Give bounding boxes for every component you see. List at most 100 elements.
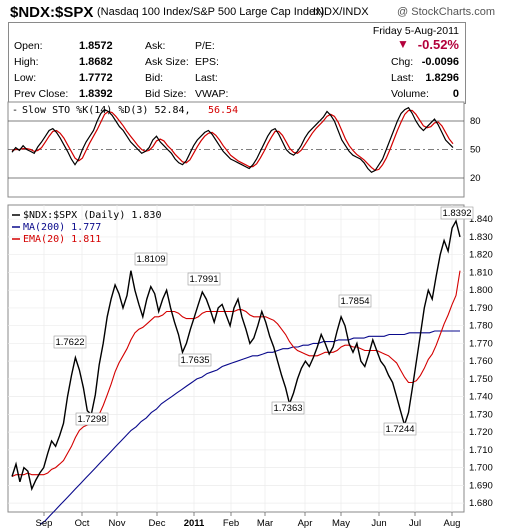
x-tick-label: Oct: [75, 518, 90, 529]
annotation-label: 1.7635: [180, 355, 209, 366]
legend-entry: MA(200) 1.777: [23, 222, 101, 233]
x-tick-label: 2011: [184, 518, 205, 529]
sto-legend-dash: -: [12, 105, 18, 116]
quote-date: Friday 5-Aug-2011: [372, 25, 459, 37]
x-tick-label: May: [332, 518, 350, 529]
annotation-label: 1.8392: [442, 208, 471, 219]
price-tick-label: 1.840: [469, 214, 493, 225]
price-tick-label: 1.810: [469, 267, 493, 278]
price-tick-label: 1.820: [469, 250, 493, 261]
annotation-label: 1.7854: [340, 296, 369, 307]
price-tick-label: 1.780: [469, 321, 493, 332]
annotation-label: 1.7991: [189, 274, 218, 285]
price-tick-label: 1.680: [469, 498, 493, 509]
label-bid-size: Bid Size:: [145, 88, 187, 100]
price-tick-label: 1.720: [469, 427, 493, 438]
x-tick-label: Dec: [149, 518, 166, 529]
price-panel: [7, 204, 465, 513]
price-grid: [8, 205, 464, 512]
brand-link[interactable]: @ StockCharts.com: [397, 6, 495, 18]
annotation-box: [383, 422, 417, 436]
annotation-box: [75, 412, 109, 426]
price-tick-label: 1.710: [469, 445, 493, 456]
label-chg: Chg:: [391, 56, 414, 68]
sto-axis: 80 50 20: [470, 116, 481, 184]
label-open: Open:: [14, 40, 43, 52]
down-triangle-icon: ▼: [397, 37, 409, 51]
legend-entry: EMA(20) 1.811: [23, 234, 101, 245]
annotation-label: 1.8109: [136, 254, 165, 265]
annotation-label: 1.7244: [385, 424, 414, 435]
price-tick-label: 1.830: [469, 232, 493, 243]
price-tick-label: 1.750: [469, 374, 493, 385]
value-open: 1.8572: [79, 40, 113, 52]
x-tick-label: Nov: [109, 518, 126, 529]
annotation-box: [271, 401, 305, 415]
annotation-box: [440, 206, 474, 220]
value-high: 1.8682: [79, 56, 113, 68]
annotation-box: [53, 335, 87, 349]
label-pe: P/E:: [195, 40, 215, 52]
sto-line-k14: [11, 106, 454, 174]
annotation-label: 1.7622: [55, 337, 84, 348]
price-tick-label: 1.800: [469, 285, 493, 296]
label-ask: Ask:: [145, 40, 166, 52]
x-tick-label: Jun: [371, 518, 386, 529]
x-tick-label: Mar: [257, 518, 273, 529]
value-low: 1.7772: [79, 72, 113, 84]
label-volume: Volume:: [391, 88, 429, 100]
annotation-label: 1.7298: [77, 414, 106, 425]
price-line-ma200: [39, 330, 460, 525]
chart-symbol: $NDX:$SPX: [10, 4, 94, 21]
annotation-box: [134, 252, 168, 266]
sto-reference-lines: [8, 120, 464, 179]
price-tick-label: 1.790: [469, 303, 493, 314]
sto-line-d3: [11, 109, 454, 172]
x-tick-label: Jul: [409, 518, 421, 529]
x-tick-label: Feb: [223, 518, 239, 529]
sto-tick-label: 80: [470, 116, 481, 127]
annotation-box: [178, 353, 212, 367]
price-annotations: 1.7622 1.7298 1.8109 1.7991 1.7635 1.7363 1.78…: [53, 206, 474, 436]
price-tick-label: 1.730: [469, 409, 493, 420]
value-prev-close: 1.8392: [79, 88, 113, 100]
price-line-ndxspx: [11, 219, 461, 492]
annotation-box: [187, 272, 221, 286]
x-tick-label: Aug: [444, 518, 461, 529]
label-high: High:: [14, 56, 39, 68]
chart-description: (Nasdaq 100 Index/S&P 500 Large Cap Inde…: [97, 6, 325, 18]
label-last-2: Last:: [391, 72, 414, 84]
sto-legend: Slow STO %K(14) %D(3) 52.84,: [22, 105, 191, 116]
label-eps: EPS:: [195, 56, 219, 68]
label-last: Last:: [195, 72, 218, 84]
sto-tick-label: 50: [470, 145, 481, 156]
quote-panel: Friday 5-Aug-2011 ▼ -0.52% Open: 1.8572 …: [8, 22, 466, 104]
sto-tick-label: 20: [470, 173, 481, 184]
price-axis: 1.840 1.830 1.820 1.810 1.800 1.790 1.780 1.770…: [469, 214, 493, 509]
price-tick-label: 1.770: [469, 338, 493, 349]
sto-series: [11, 106, 454, 174]
label-vwap: VWAP:: [195, 88, 229, 100]
x-tick-label: Sep: [36, 518, 53, 529]
price-tick-label: 1.740: [469, 392, 493, 403]
price-tick-label: 1.690: [469, 480, 493, 491]
exchange-label: INDX/INDX: [313, 6, 369, 18]
change-percent: -0.52%: [417, 37, 459, 52]
x-tick-label: Apr: [298, 518, 313, 529]
label-ask-size: Ask Size:: [145, 56, 189, 68]
price-tick-label: 1.700: [469, 463, 493, 474]
legend-entry: $NDX:$SPX (Daily) 1.830: [23, 210, 161, 221]
annotation-box: [338, 294, 372, 308]
x-axis: Sep Oct Nov Dec 2011 Feb Mar Apr May Jun Jul Aug: [36, 512, 461, 529]
label-bid: Bid:: [145, 72, 164, 84]
annotation-label: 1.7363: [273, 403, 302, 414]
value-last: 1.8296: [425, 72, 459, 84]
label-prev-close: Prev Close:: [14, 88, 69, 100]
label-low: Low:: [14, 72, 37, 84]
sto-legend-value: 56.54: [208, 105, 238, 116]
value-volume: 0: [452, 88, 459, 100]
price-tick-label: 1.760: [469, 356, 493, 367]
value-chg: -0.0096: [421, 56, 459, 68]
